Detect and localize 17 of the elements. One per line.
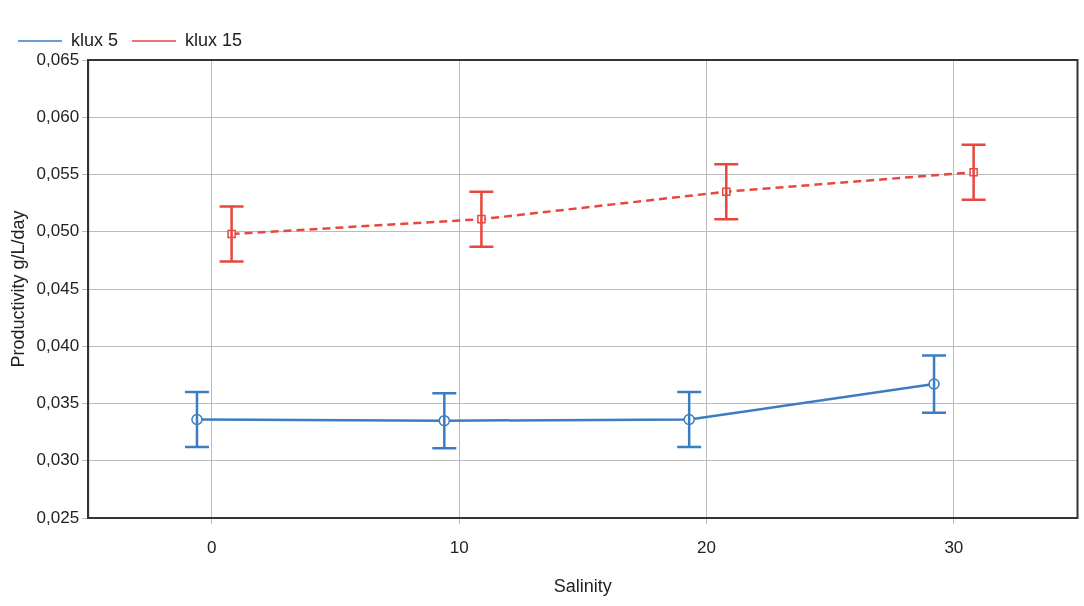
- y-tick-label: 0,040: [36, 335, 80, 355]
- x-tick-label: 20: [697, 537, 716, 557]
- x-tick-label: 30: [944, 537, 964, 557]
- x-tick-label: 10: [449, 537, 469, 557]
- y-tick-label: 0,055: [36, 164, 80, 184]
- y-tick-label: 0,030: [36, 450, 80, 470]
- legend-label: klux 5: [71, 29, 119, 50]
- x-tick-label: 0: [207, 537, 217, 557]
- y-tick-label: 0,060: [36, 106, 80, 126]
- y-tick-label: 0,025: [36, 507, 80, 527]
- y-tick-label: 0,035: [36, 393, 80, 413]
- y-tick-label: 0,045: [36, 278, 80, 298]
- y-tick-label: 0,065: [36, 49, 80, 69]
- y-axis-title: Productivity g/L/day: [7, 210, 28, 368]
- y-tick-label: 0,050: [36, 221, 80, 241]
- x-axis-title: Salinity: [553, 576, 612, 597]
- legend-label: klux 15: [185, 29, 243, 50]
